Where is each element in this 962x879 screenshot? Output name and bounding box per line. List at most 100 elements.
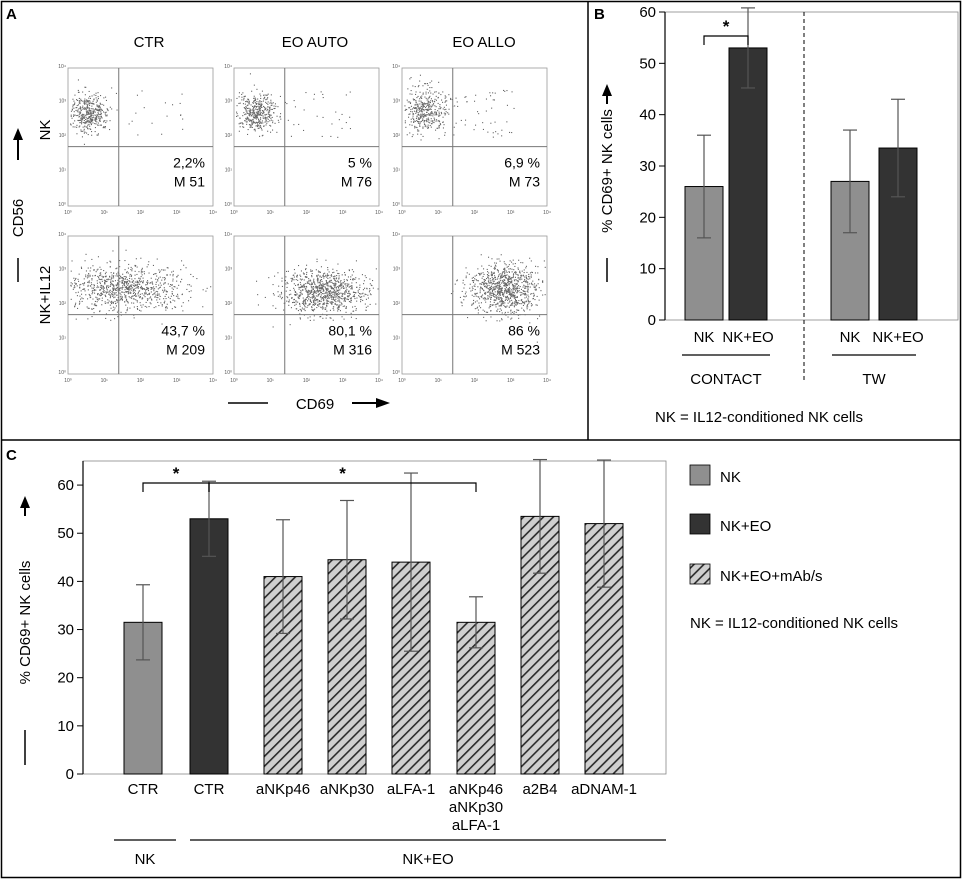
flow-plot-events — [70, 249, 212, 325]
legend-label-nk: NK — [720, 469, 741, 486]
flow-plot-0-1: 10⁰ 10¹ 10² 10³ 10⁴ 10⁰ 10¹ 10² 10³ 10⁴ 5 % M 76 — [224, 64, 383, 216]
y-tick-label: 50 — [57, 525, 74, 542]
x-tick-label: 10⁰ — [398, 378, 406, 384]
y-tick-label: 40 — [57, 573, 74, 590]
col-title-eo-auto: EO AUTO — [282, 34, 348, 51]
flow-plot-events — [450, 254, 546, 343]
flow-mfi: M 316 — [333, 342, 372, 358]
flow-plot-1-1: 10⁰ 10¹ 10² 10³ 10⁴ 10⁰ 10¹ 10² 10³ 10⁴ 80,1 % M 31… — [224, 232, 383, 384]
y-tick-label: 10¹ — [225, 336, 233, 342]
y-tick-label: 10¹ — [393, 168, 401, 174]
category-label-2: aNKp46 — [256, 781, 310, 798]
y-tick-label: 10⁴ — [58, 64, 66, 70]
y-axis-label: % CD69+ NK cells — [17, 561, 34, 685]
flow-plot-events — [404, 74, 515, 141]
y-tick-label: 10⁰ — [224, 202, 232, 208]
x-tick-label: 10⁴ — [543, 378, 551, 384]
flow-percent: 80,1 % — [328, 322, 372, 338]
panel-label-a: A — [6, 6, 17, 23]
flow-plot-1-2: 10⁰ 10¹ 10² 10³ 10⁴ 10⁰ 10¹ 10² 10³ 10⁴ 86 % M 523 — [392, 232, 551, 384]
x-tick-label: 10¹ — [101, 378, 109, 384]
category-label-7: aDNAM-1 — [571, 781, 637, 798]
legend-label-nk-eo: NK+EO — [720, 518, 771, 535]
flow-percent: 43,7 % — [161, 322, 205, 338]
y-tick-label: 10⁰ — [392, 370, 400, 376]
plot-frame — [82, 460, 667, 775]
y-tick-label: 10³ — [59, 99, 67, 105]
y-tick-label: 10³ — [225, 267, 233, 273]
y-tick-label: 10⁰ — [224, 370, 232, 376]
x-tick-label: 10² — [303, 210, 311, 216]
y-tick-label: 10³ — [225, 99, 233, 105]
x-tick-label: 10³ — [173, 210, 181, 216]
y-axis-arrow-head — [20, 496, 30, 508]
x-tick-label: 10⁴ — [543, 210, 551, 216]
x-tick-label: 10⁴ — [375, 378, 383, 384]
cd69-arrow-head — [376, 398, 390, 408]
x-tick-label: 10² — [303, 378, 311, 384]
category-label-6: a2B4 — [522, 781, 557, 798]
panel-b-bar-chart: 0 10 20 30 40 50 60 % CD69+ NK cells NK NK+EO NK NK… — [599, 4, 959, 426]
y-tick-label: 10⁴ — [392, 64, 400, 70]
legend-label-nk-eo-mab: NK+EO+mAb/s — [720, 568, 823, 585]
legend-swatch-nk — [689, 464, 711, 486]
flow-plot-frame — [401, 67, 548, 207]
legend-swatch-nk-eo — [689, 513, 711, 535]
category-label-3: NK+EO — [872, 329, 923, 346]
x-tick-label: 10² — [471, 378, 479, 384]
y-tick-label: 30 — [57, 622, 74, 639]
y-tick-label: 50 — [639, 55, 656, 72]
y-tick-label: 10¹ — [59, 168, 67, 174]
x-tick-label: 10³ — [339, 210, 347, 216]
category-label-1: CTR — [194, 781, 225, 798]
significance-star-0: * — [723, 17, 730, 36]
category-label-5: aNKp46 — [449, 781, 503, 798]
panel-a-flow-plots: CTR EO AUTO EO ALLO NK NK+IL12 CD56 CD69… — [10, 34, 551, 413]
y-tick-label: 10³ — [393, 267, 401, 273]
panel-c-legend: NK NK+EO NK+EO+mAb/s NK = IL12-condition… — [689, 464, 898, 632]
y-tick-label: 10⁴ — [392, 232, 400, 238]
y-tick-label: 10¹ — [393, 336, 401, 342]
x-tick-label: 10⁰ — [398, 210, 406, 216]
flow-percent: 6,9 % — [504, 154, 540, 170]
y-tick-label: 10⁴ — [224, 64, 232, 70]
y-tick-label: 20 — [639, 209, 656, 226]
group-label-1: TW — [862, 371, 886, 388]
x-tick-label: 10⁴ — [209, 210, 217, 216]
y-tick-label: 10³ — [393, 99, 401, 105]
col-title-eo-allo: EO ALLO — [452, 34, 515, 51]
y-axis-arrow-head — [602, 84, 612, 96]
significance-star-0: * — [173, 464, 180, 483]
y-tick-label: 10² — [59, 133, 67, 139]
flow-mfi: M 73 — [509, 174, 540, 190]
category-label-3: aNKp30 — [320, 781, 374, 798]
x-tick-label: 10⁴ — [209, 378, 217, 384]
y-tick-label: 10⁰ — [58, 202, 66, 208]
y-tick-label: 10² — [225, 301, 233, 307]
y-tick-label: 10 — [639, 261, 656, 278]
y-tick-label: 10² — [393, 301, 401, 307]
y-tick-label: 0 — [66, 766, 74, 783]
y-tick-label: 10⁴ — [224, 232, 232, 238]
y-tick-label: 10⁰ — [392, 202, 400, 208]
y-axis-label-cd56: CD56 — [10, 199, 27, 237]
y-tick-label: 10¹ — [225, 168, 233, 174]
y-tick-label: 10¹ — [59, 336, 67, 342]
flow-plot-events — [70, 79, 184, 145]
y-tick-label: 10³ — [59, 267, 67, 273]
category-label-5: aLFA-1 — [452, 817, 500, 834]
y-tick-label: 10² — [59, 301, 67, 307]
flow-plot-1-0: 10⁰ 10¹ 10² 10³ 10⁴ 10⁰ 10¹ 10² 10³ 10⁴ 43,7 % M 20… — [58, 232, 217, 384]
x-tick-label: 10¹ — [267, 210, 275, 216]
flow-mfi: M 209 — [166, 342, 205, 358]
col-title-ctr: CTR — [134, 34, 165, 51]
category-label-1: NK+EO — [722, 329, 773, 346]
flow-percent: 5 % — [348, 154, 372, 170]
y-tick-label: 60 — [639, 4, 656, 21]
y-tick-label: 10⁴ — [58, 232, 66, 238]
x-tick-label: 10³ — [339, 378, 347, 384]
y-tick-label: 40 — [639, 107, 656, 124]
flow-plot-0-2: 10⁰ 10¹ 10² 10³ 10⁴ 10⁰ 10¹ 10² 10³ 10⁴ 6,9 % M 73 — [392, 64, 551, 216]
category-label-0: CTR — [128, 781, 159, 798]
flow-percent: 2,2% — [173, 154, 205, 170]
